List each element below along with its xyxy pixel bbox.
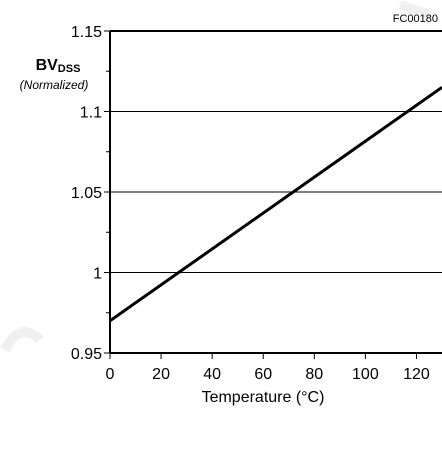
series-layer: [109, 86, 442, 323]
x-tick-label: 60: [254, 366, 272, 383]
y-axis-label-sub: DSS: [58, 63, 81, 75]
x-tick-label: 20: [152, 366, 170, 383]
y-tick-label: 0.95: [71, 346, 102, 363]
y-tick-label: 1: [93, 266, 102, 283]
y-tick-label: 1.05: [71, 185, 102, 202]
x-tick-label: 100: [352, 366, 379, 383]
watermark-shapes: [0, 0, 432, 353]
y-axis-label: BVDSS: [36, 57, 81, 75]
x-tick-label: 80: [305, 366, 323, 383]
x-tick-label: 120: [403, 366, 430, 383]
gridlines: [110, 111, 442, 273]
chart: 0.95 1 1.05 1.1 1.15 0 20 40 60 80 100 120 FC00180…: [0, 0, 442, 406]
figure-code: FC00180: [393, 13, 438, 25]
x-tick-label: 40: [203, 366, 221, 383]
x-tick-label: 0: [106, 366, 115, 383]
series-line-0: [109, 86, 442, 323]
y-axis-label-main: BV: [36, 57, 59, 74]
y-axis-note: (Normalized): [20, 78, 89, 92]
y-ticks: 0.95 1 1.05 1.1 1.15: [71, 24, 110, 363]
y-tick-label: 1.15: [71, 24, 102, 41]
x-ticks: 0 20 40 60 80 100 120: [106, 353, 430, 383]
y-tick-label: 1.1: [80, 105, 102, 122]
x-axis-label: Temperature (°C): [202, 389, 325, 406]
